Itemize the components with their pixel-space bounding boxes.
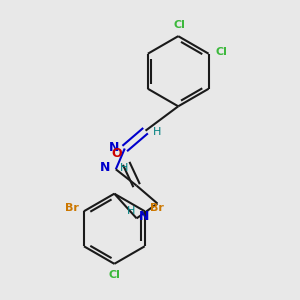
Text: Cl: Cl xyxy=(215,47,227,57)
Text: H: H xyxy=(127,206,135,216)
Text: Br: Br xyxy=(65,203,79,213)
Text: O: O xyxy=(111,147,122,161)
Text: Cl: Cl xyxy=(174,20,186,30)
Text: H: H xyxy=(120,163,129,173)
Text: Cl: Cl xyxy=(108,270,120,280)
Text: H: H xyxy=(153,127,161,137)
Text: N: N xyxy=(139,210,149,224)
Text: N: N xyxy=(100,161,110,174)
Text: Br: Br xyxy=(150,203,164,213)
Text: N: N xyxy=(109,140,119,154)
